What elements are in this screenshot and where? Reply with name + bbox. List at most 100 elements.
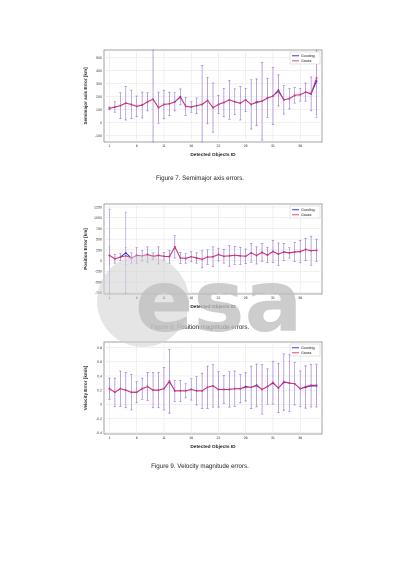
x-tick-label: 11 (162, 296, 166, 300)
data-point (114, 391, 116, 394)
data-point (217, 103, 220, 106)
data-point (168, 380, 171, 382)
data-point (239, 255, 242, 257)
legend-label: Gauss (301, 351, 312, 355)
data-point (283, 380, 285, 383)
y-tick-label: 200 (96, 95, 102, 99)
x-tick-label: 6 (136, 144, 138, 148)
data-point (108, 254, 111, 257)
data-point (261, 100, 263, 102)
data-point (130, 391, 133, 394)
y-axis-label: Position Error [km] (83, 228, 88, 270)
data-point (146, 101, 149, 103)
data-point (217, 253, 220, 256)
data-point (195, 390, 198, 392)
data-point (255, 385, 258, 387)
data-point (239, 387, 242, 390)
y-tick-label: 0 (100, 259, 102, 263)
data-point (135, 105, 138, 108)
x-tick-label: 16 (189, 144, 193, 148)
data-point (277, 89, 280, 92)
data-point (272, 250, 274, 253)
legend-label: Gooding (301, 346, 315, 350)
data-point (315, 80, 318, 82)
data-point (184, 105, 187, 108)
data-point (272, 95, 274, 97)
legend-label: Gooding (301, 54, 315, 58)
y-tick-label: 0.6 (97, 360, 102, 364)
semimajor-axis-error-chart: -100 0 100 200 300 400 500 1 6 11 16 21 26 31 36 Detect… (70, 44, 330, 162)
data-point (310, 92, 312, 95)
x-tick-label: 36 (298, 144, 302, 148)
x-tick-label: 31 (271, 436, 275, 440)
data-point (119, 104, 122, 107)
x-axis-label: Detected Objects ID (190, 304, 236, 310)
x-tick-label: 36 (298, 436, 302, 440)
data-point (174, 390, 176, 392)
x-tick-label: 26 (244, 144, 248, 148)
data-point (304, 91, 307, 93)
data-point (168, 102, 171, 105)
x-tick-label: 31 (271, 144, 275, 148)
data-point (184, 390, 187, 392)
data-point (266, 254, 269, 256)
x-tick-label: 11 (162, 144, 166, 148)
velocity-magnitude-error-chart: -0.4 -0.2 0 0.2 0.4 0.6 0.8 1 6 11 16 21 26 31 36 Detec… (70, 336, 330, 454)
data-point (223, 255, 225, 258)
data-point (310, 249, 312, 252)
data-point (130, 257, 133, 259)
data-point (157, 254, 160, 257)
data-point (141, 255, 143, 257)
legend-label: Gauss (301, 213, 312, 217)
data-point (250, 252, 252, 254)
x-tick-label: 36 (298, 296, 302, 300)
data-point (288, 97, 291, 100)
figure-9-caption: Figure 9. Velocity magnitude errors. (151, 463, 249, 470)
x-tick-label: 1 (108, 436, 110, 440)
y-tick-label: 1250 (94, 205, 102, 209)
figure-7-caption: Figure 7. Semimajor axis errors. (155, 175, 245, 182)
x-tick-label: 26 (244, 436, 248, 440)
data-point (223, 101, 225, 104)
data-point (201, 103, 203, 106)
legend-label: Gauss (301, 59, 312, 63)
data-point (157, 106, 160, 109)
x-axis-label: Detected Objects ID (190, 444, 236, 450)
data-point (244, 99, 247, 101)
data-point (277, 387, 280, 389)
data-point (261, 251, 263, 254)
data-point (293, 94, 296, 97)
data-point (255, 101, 258, 103)
y-tick-label: -0.4 (96, 431, 102, 435)
y-tick-label: -500 (95, 280, 102, 284)
data-point (283, 251, 285, 253)
y-tick-label: -0.2 (96, 417, 102, 421)
data-point (125, 255, 127, 257)
data-point (163, 387, 165, 390)
data-point (190, 388, 192, 391)
data-point (152, 255, 154, 258)
data-point (124, 251, 127, 254)
x-tick-label: 11 (162, 436, 166, 440)
data-point (250, 386, 252, 389)
data-point (288, 252, 291, 254)
data-point (163, 255, 165, 258)
data-point (244, 386, 247, 389)
y-tick-label: 0.8 (97, 346, 102, 350)
data-point (228, 255, 231, 257)
data-point (315, 384, 318, 386)
data-point (234, 101, 236, 103)
y-tick-label: 100 (96, 108, 102, 112)
data-point (255, 254, 258, 257)
data-point (130, 103, 133, 106)
data-point (250, 103, 252, 106)
data-point (179, 96, 182, 99)
data-point (174, 246, 176, 248)
y-tick-label: 0 (100, 403, 102, 407)
figure-8-caption: Figure 8. Position magnitude errors. (150, 324, 250, 331)
data-point (212, 255, 214, 258)
velocity-magnitude-error-plot: -0.4-0.200.20.40.60.81 6 11 16 21 26 31 36Detec… (83, 341, 323, 450)
data-point (141, 387, 143, 390)
